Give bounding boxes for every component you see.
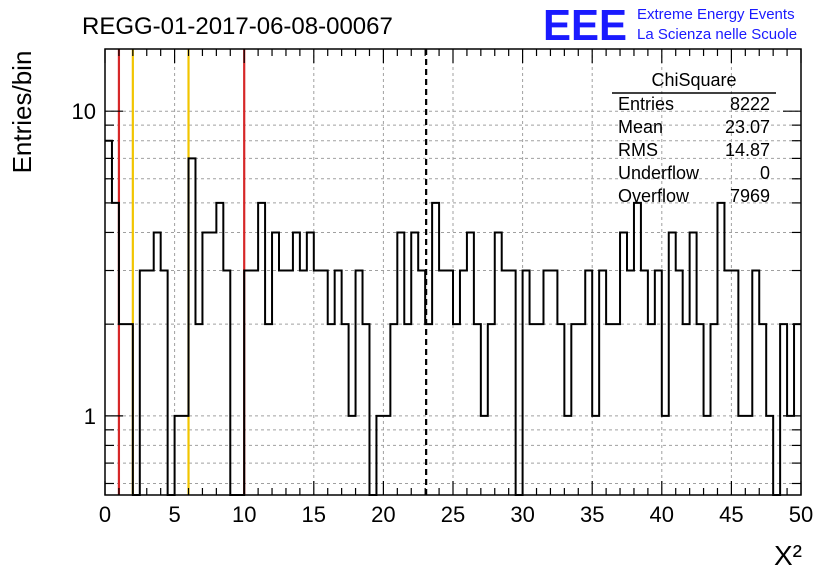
x-tick-label: 50: [789, 502, 813, 527]
x-tick-label: 45: [719, 502, 743, 527]
x-tick-label: 10: [232, 502, 256, 527]
stats-row-label: RMS: [618, 140, 658, 160]
y-axis-label: Entries/bin: [7, 51, 37, 174]
y-tick-label: 1: [84, 404, 96, 429]
stats-row-value: 8222: [730, 94, 770, 114]
stats-box: ChiSquare Entries 8222 Mean 23.07 RMS 14.87 Un…: [612, 70, 776, 206]
y-tick-labels: 1 10: [72, 99, 96, 429]
stats-row-label: Entries: [618, 94, 674, 114]
x-tick-label: 40: [650, 502, 674, 527]
histogram-line: [105, 139, 801, 496]
x-tick-label: 25: [441, 502, 465, 527]
y-tick-label: 10: [72, 99, 96, 124]
stats-row-label: Overflow: [618, 186, 690, 206]
x-tick-label: 30: [510, 502, 534, 527]
x-tick-label: 5: [168, 502, 180, 527]
x-tick-labels: 0 5 10 15 20 25 30 35 40 45 50: [99, 502, 813, 527]
stats-row-label: Underflow: [618, 163, 700, 183]
x-tick-label: 20: [371, 502, 395, 527]
stats-title: ChiSquare: [651, 70, 736, 90]
eee-logo-mark: EEE: [543, 1, 627, 50]
stats-rows: Entries 8222 Mean 23.07 RMS 14.87 Underflow 0 Ov…: [618, 94, 770, 206]
eee-logo: EEE Extreme Energy Events La Scienza nel…: [543, 1, 797, 50]
x-tick-label: 15: [302, 502, 326, 527]
stats-row-value: 14.87: [725, 140, 770, 160]
axis-ticks: [104, 49, 802, 495]
stats-row-value: 0: [760, 163, 770, 183]
eee-logo-line2: La Scienza nelle Scuole: [637, 26, 797, 43]
x-tick-label: 35: [580, 502, 604, 527]
eee-logo-line1: Extreme Energy Events: [637, 6, 795, 23]
stats-row-label: Mean: [618, 117, 663, 137]
stats-row-value: 7969: [730, 186, 770, 206]
stats-row-value: 23.07: [725, 117, 770, 137]
x-tick-label: 0: [99, 502, 111, 527]
x-axis-label: X²: [774, 540, 802, 571]
chart-title: REGG-01-2017-06-08-00067: [82, 13, 393, 40]
